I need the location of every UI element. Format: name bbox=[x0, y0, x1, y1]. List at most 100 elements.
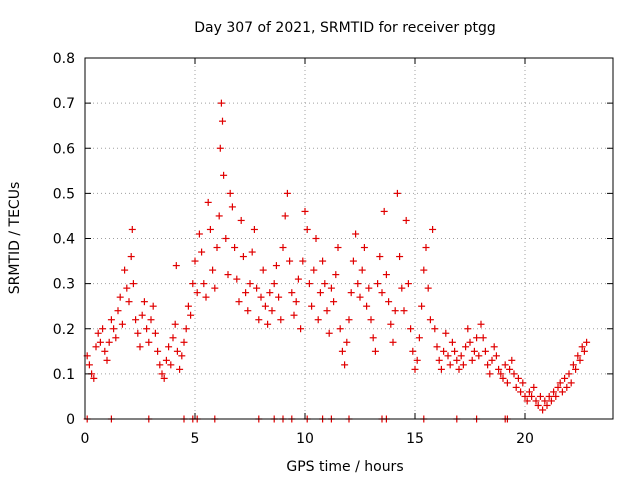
data-point bbox=[424, 284, 432, 292]
data-point bbox=[499, 374, 507, 382]
data-point bbox=[246, 280, 254, 288]
y-tick-label: 0.5 bbox=[53, 186, 75, 202]
data-point bbox=[294, 275, 302, 283]
data-point bbox=[325, 329, 333, 337]
data-point bbox=[242, 289, 250, 297]
data-point bbox=[266, 289, 274, 297]
data-point bbox=[380, 207, 388, 215]
data-point bbox=[378, 289, 386, 297]
data-point bbox=[569, 361, 577, 369]
data-point bbox=[118, 320, 126, 328]
data-point bbox=[451, 347, 459, 355]
data-point bbox=[171, 320, 179, 328]
x-tick-label: 15 bbox=[406, 431, 424, 447]
data-point bbox=[561, 374, 569, 382]
data-point bbox=[235, 298, 243, 306]
data-point bbox=[202, 293, 210, 301]
data-point bbox=[556, 379, 564, 387]
data-point bbox=[341, 361, 349, 369]
y-tick-label: 0.4 bbox=[53, 232, 75, 248]
data-point bbox=[169, 334, 177, 342]
data-point bbox=[239, 253, 247, 261]
y-tick-label: 0.1 bbox=[53, 367, 75, 383]
data-point bbox=[140, 298, 148, 306]
data-point bbox=[184, 302, 192, 310]
data-point bbox=[211, 284, 219, 292]
data-point bbox=[481, 347, 489, 355]
data-point bbox=[528, 392, 536, 400]
chart-title: Day 307 of 2021, SRMTID for receiver ptg… bbox=[194, 20, 496, 36]
data-point bbox=[136, 343, 144, 351]
data-point bbox=[189, 280, 197, 288]
data-point bbox=[114, 307, 122, 315]
data-point bbox=[415, 334, 423, 342]
data-point bbox=[327, 284, 335, 292]
data-point bbox=[226, 189, 234, 197]
data-point bbox=[154, 347, 162, 355]
data-point bbox=[402, 216, 410, 224]
data-point bbox=[437, 365, 445, 373]
data-point bbox=[277, 316, 285, 324]
data-point bbox=[283, 189, 291, 197]
data-point bbox=[407, 325, 415, 333]
data-point bbox=[193, 289, 201, 297]
data-point bbox=[442, 329, 450, 337]
data-point bbox=[363, 302, 371, 310]
data-point bbox=[435, 356, 443, 364]
data-point bbox=[446, 361, 454, 369]
data-point bbox=[299, 257, 307, 265]
data-point bbox=[253, 284, 261, 292]
data-point bbox=[517, 388, 525, 396]
data-point bbox=[96, 338, 104, 346]
data-point bbox=[123, 284, 131, 292]
data-point bbox=[134, 329, 142, 337]
data-point bbox=[312, 235, 320, 242]
data-point bbox=[523, 397, 531, 405]
data-point bbox=[349, 257, 357, 265]
data-point bbox=[418, 302, 426, 310]
data-point bbox=[231, 244, 239, 252]
data-point bbox=[297, 325, 305, 333]
data-point bbox=[116, 293, 124, 301]
data-point bbox=[352, 230, 360, 238]
data-point bbox=[255, 316, 263, 324]
data-point bbox=[367, 316, 375, 324]
data-point bbox=[173, 347, 181, 355]
grid-lines bbox=[85, 58, 613, 419]
data-point bbox=[149, 302, 157, 310]
data-point bbox=[385, 298, 393, 306]
data-point bbox=[143, 325, 151, 333]
axis-ticks: 0 5 10 15 20 0 0.1 0.2 0.3 0.4 0.5 0.6 0.7 0.8 bbox=[53, 51, 613, 447]
data-point bbox=[503, 379, 511, 387]
data-point bbox=[448, 338, 456, 346]
data-points bbox=[83, 99, 591, 423]
data-point bbox=[501, 361, 509, 369]
data-point bbox=[107, 316, 115, 324]
data-point bbox=[440, 347, 448, 355]
data-point bbox=[228, 203, 236, 211]
data-point bbox=[541, 397, 549, 405]
x-axis-label: GPS time / hours bbox=[286, 459, 403, 475]
x-tick-label: 5 bbox=[191, 431, 200, 447]
data-point bbox=[224, 271, 232, 279]
data-point bbox=[314, 316, 322, 324]
data-point bbox=[310, 266, 318, 274]
data-point bbox=[244, 307, 252, 315]
data-point bbox=[371, 347, 379, 355]
data-point bbox=[433, 343, 441, 351]
data-point bbox=[431, 325, 439, 333]
data-point bbox=[147, 316, 155, 324]
data-point bbox=[387, 320, 395, 328]
data-point bbox=[125, 298, 133, 306]
data-point bbox=[393, 189, 401, 197]
data-point bbox=[572, 365, 580, 373]
data-point bbox=[539, 406, 547, 414]
data-point bbox=[444, 352, 452, 360]
data-point bbox=[490, 343, 498, 351]
data-point bbox=[145, 338, 153, 346]
data-point bbox=[422, 244, 430, 252]
data-point bbox=[578, 343, 586, 351]
data-point bbox=[301, 207, 309, 215]
data-point bbox=[484, 361, 492, 369]
data-point bbox=[382, 271, 390, 279]
